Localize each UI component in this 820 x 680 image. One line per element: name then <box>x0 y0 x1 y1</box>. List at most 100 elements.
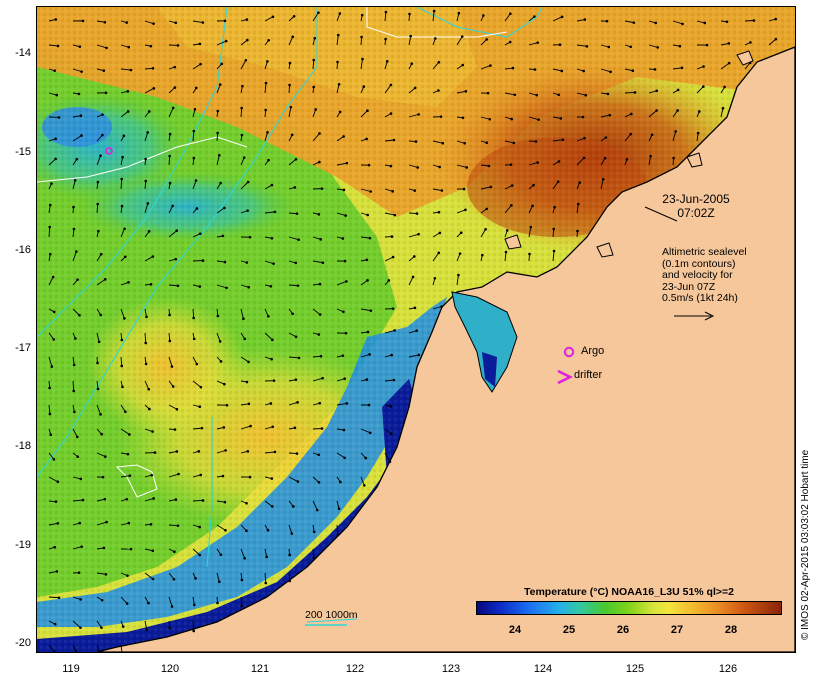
velocity-arrow-head <box>698 110 701 113</box>
velocity-arrow <box>264 500 273 507</box>
velocity-arrow-head <box>290 532 294 535</box>
velocity-arrow-head <box>552 227 556 231</box>
velocity-arrow-head <box>270 183 274 187</box>
velocity-arrow-head <box>533 68 537 71</box>
drifter-label: drifter <box>574 369 603 381</box>
argo-float-marker[interactable] <box>105 147 113 155</box>
velocity-arrow <box>432 188 442 191</box>
velocity-arrow-head <box>151 255 155 258</box>
velocity-arrow <box>192 233 201 238</box>
velocity-arrow <box>96 498 105 502</box>
velocity-arrow-head <box>655 89 658 93</box>
velocity-arrow <box>216 332 221 342</box>
velocity-arrow-head <box>173 550 176 554</box>
velocity-arrow <box>336 524 339 536</box>
velocity-arrow-head <box>413 86 417 90</box>
velocity-arrow <box>216 572 220 582</box>
velocity-arrow-head <box>703 21 707 25</box>
velocity-arrow-head <box>485 141 489 145</box>
velocity-arrow-head <box>123 317 126 320</box>
velocity-arrow <box>144 20 154 25</box>
velocity-arrow-head <box>317 11 320 14</box>
velocity-arrow-head <box>437 89 440 92</box>
velocity-arrow-head <box>481 253 484 257</box>
sst-map[interactable] <box>36 6 796 653</box>
velocity-scale-arrow <box>674 311 715 321</box>
velocity-arrow-head <box>725 20 729 24</box>
velocity-arrow-head <box>465 166 468 169</box>
velocity-arrow-head <box>288 61 292 65</box>
velocity-arrow <box>624 133 632 142</box>
velocity-arrow-head <box>482 14 485 17</box>
velocity-arrow <box>288 452 298 455</box>
velocity-arrow-head <box>221 474 225 478</box>
velocity-arrow-head <box>560 15 564 19</box>
velocity-arrow <box>576 204 579 214</box>
velocity-arrow <box>120 404 126 412</box>
velocity-arrow <box>504 185 513 190</box>
velocity-arrow-head <box>97 340 101 344</box>
velocity-arrow <box>552 228 555 238</box>
lon-label: 121 <box>250 663 270 675</box>
velocity-arrow <box>720 42 729 46</box>
lat-label: -19 <box>15 539 31 551</box>
velocity-arrow <box>384 329 395 334</box>
velocity-arrow-head <box>387 279 391 282</box>
lat-label: -17 <box>15 342 31 354</box>
velocity-arrow <box>120 44 129 48</box>
argo-marker[interactable] <box>563 346 575 358</box>
velocity-arrow-head <box>247 360 250 364</box>
velocity-arrow <box>384 61 388 70</box>
velocity-arrow-head <box>272 379 276 382</box>
colorbar-tick: 25 <box>562 624 576 636</box>
velocity-arrow <box>216 132 219 142</box>
velocity-arrow-head <box>176 44 180 47</box>
velocity-arrow <box>312 500 318 511</box>
velocity-arrow <box>216 207 225 214</box>
velocity-arrow <box>720 62 730 70</box>
velocity-arrow-head <box>416 166 419 169</box>
velocity-arrow-head <box>605 19 609 23</box>
velocity-arrow-head <box>168 181 172 185</box>
velocity-arrow-head <box>702 85 705 88</box>
velocity-arrow-head <box>440 189 444 192</box>
velocity-arrow <box>48 332 55 340</box>
velocity-arrow <box>216 84 221 94</box>
velocity-arrow-head <box>103 278 107 281</box>
velocity-arrow-head <box>338 12 342 15</box>
velocity-arrow <box>72 596 81 600</box>
velocity-arrow-head <box>339 480 342 484</box>
velocity-arrow <box>192 427 203 430</box>
velocity-arrow-head <box>54 137 57 141</box>
colorbar-tick: 28 <box>724 624 738 636</box>
velocity-arrow-head <box>266 131 269 134</box>
velocity-arrow-head <box>366 213 370 217</box>
velocity-arrow-head <box>151 549 155 553</box>
velocity-arrow-head <box>125 497 129 501</box>
velocity-arrow <box>600 179 604 190</box>
velocity-arrow-head <box>144 157 147 161</box>
velocity-arrow-head <box>529 225 533 229</box>
velocity-arrow <box>672 20 683 25</box>
velocity-arrow-head <box>271 15 275 19</box>
velocity-arrow <box>336 402 347 406</box>
velocity-arrow-head <box>245 501 248 505</box>
lon-label: 125 <box>625 663 645 675</box>
velocity-arrow-head <box>248 235 252 239</box>
drifter-marker[interactable] <box>557 369 573 385</box>
velocity-arrow <box>384 452 391 462</box>
temperature-colorbar <box>476 601 782 615</box>
velocity-arrow-head <box>151 66 155 70</box>
velocity-arrow <box>168 155 171 166</box>
velocity-arrow-head <box>676 88 680 92</box>
velocity-arrow-head <box>462 187 466 191</box>
lon-label: 123 <box>441 663 461 675</box>
velocity-arrow-head <box>464 208 467 212</box>
velocity-arrow-head <box>151 430 154 433</box>
velocity-arrow-head <box>338 110 342 114</box>
velocity-arrow-head <box>269 402 273 405</box>
velocity-arrow-head <box>56 480 60 484</box>
velocity-arrow <box>96 521 107 526</box>
velocity-arrow-head <box>392 378 396 382</box>
velocity-arrow <box>360 236 370 239</box>
